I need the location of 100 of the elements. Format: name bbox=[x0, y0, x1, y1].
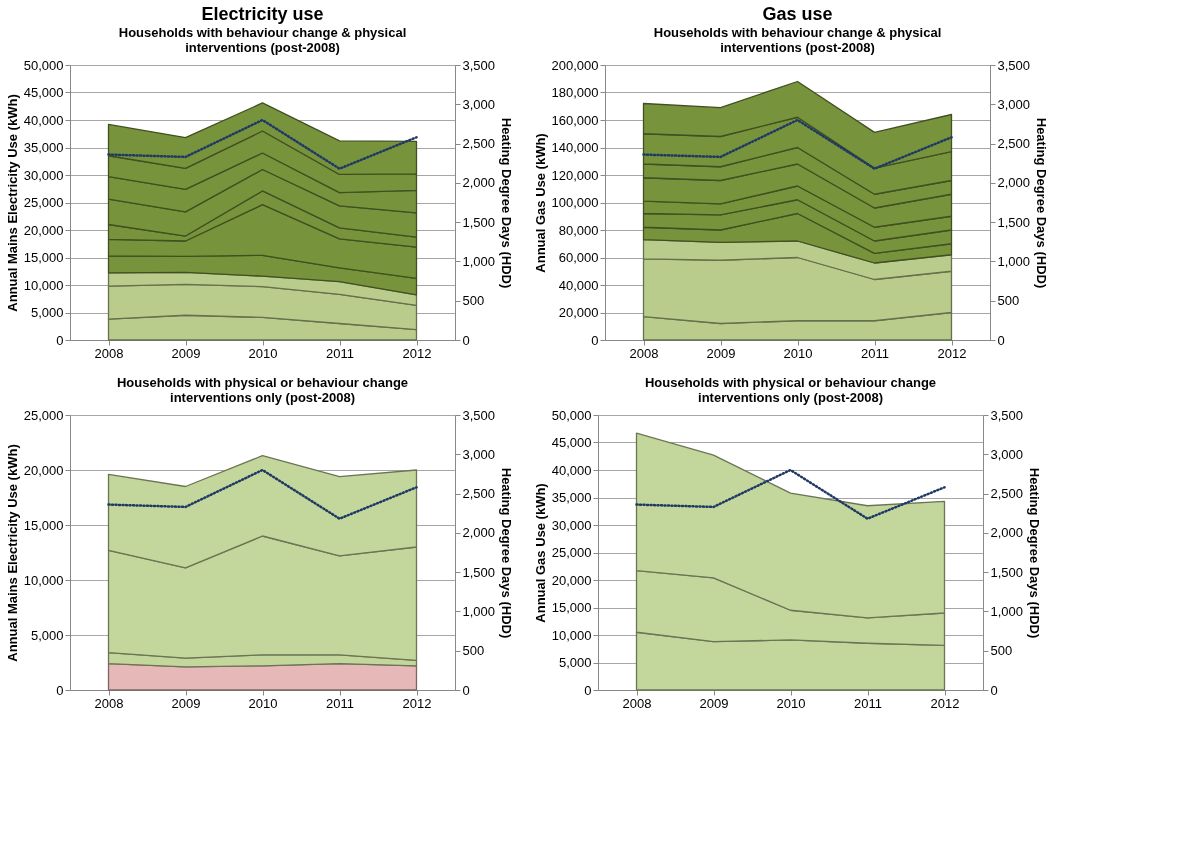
x-tick-label: 2012 bbox=[930, 695, 960, 711]
y2-tick-label: 1,500 bbox=[997, 214, 1031, 230]
y-tick-label: 20,000 bbox=[23, 222, 64, 238]
chart-title: Gas use bbox=[762, 4, 833, 24]
x-tick-label: 2011 bbox=[854, 695, 882, 711]
y2-tick-label: 3,000 bbox=[997, 96, 1031, 112]
y-tick-label: 80,000 bbox=[558, 222, 599, 238]
y-tick-label: 25,000 bbox=[551, 545, 592, 560]
y-tick-label: 35,000 bbox=[551, 490, 592, 505]
x-tick-label: 2008 bbox=[629, 345, 659, 361]
y2-tick-label: 3,000 bbox=[462, 446, 496, 462]
x-tick-label: 2012 bbox=[937, 345, 967, 361]
y2-tick-label: 3,500 bbox=[997, 57, 1031, 73]
y-tick-label: 25,000 bbox=[23, 195, 64, 210]
y2-tick-label: 1,000 bbox=[990, 603, 1024, 619]
y-tick-label: 60,000 bbox=[558, 250, 599, 265]
y-tick-label: 50,000 bbox=[23, 57, 64, 73]
y2-tick-label: 2,000 bbox=[462, 175, 496, 191]
y-tick-label: 140,000 bbox=[551, 140, 599, 155]
y-tick-label: 0 bbox=[591, 332, 599, 348]
y2-tick-label: 0 bbox=[990, 682, 998, 698]
y-tick-label: 20,000 bbox=[551, 572, 592, 588]
y2-tick-label: 0 bbox=[462, 332, 470, 348]
y2-tick-label: 1,000 bbox=[462, 253, 496, 269]
y-tick-label: 15,000 bbox=[551, 600, 592, 615]
y2-axis-title: Heating Degree Days (HDD) bbox=[1034, 117, 1050, 289]
x-tick-label: 2010 bbox=[783, 345, 813, 361]
y-tick-label: 200,000 bbox=[551, 57, 599, 73]
y-axis-title: Annual Mains Electricity Use (kWh) bbox=[4, 94, 20, 312]
y2-tick-label: 0 bbox=[997, 332, 1005, 348]
y-tick-label: 0 bbox=[56, 682, 64, 698]
y-tick-label: 5,000 bbox=[558, 655, 592, 670]
y2-tick-label: 1,500 bbox=[462, 564, 496, 580]
y-tick-label: 40,000 bbox=[558, 277, 599, 293]
y-tick-label: 10,000 bbox=[23, 572, 64, 588]
y-tick-label: 30,000 bbox=[551, 517, 592, 533]
y-tick-label: 120,000 bbox=[551, 167, 599, 183]
y-tick-label: 20,000 bbox=[558, 305, 599, 320]
line-series bbox=[107, 468, 418, 520]
x-tick-label: 2009 bbox=[699, 695, 729, 711]
y-axis-title: Annual Gas Use (kWh) bbox=[532, 483, 548, 623]
y2-tick-label: 3,500 bbox=[990, 407, 1024, 423]
y2-tick-label: 500 bbox=[462, 643, 485, 659]
y-tick-label: 10,000 bbox=[23, 277, 64, 293]
y-tick-label: 100,000 bbox=[551, 195, 599, 210]
y2-axis-title: Heating Degree Days (HDD) bbox=[499, 467, 515, 639]
y2-tick-label: 2,500 bbox=[462, 136, 496, 152]
y-tick-label: 25,000 bbox=[23, 407, 64, 423]
x-tick-label: 2011 bbox=[326, 695, 354, 711]
y2-tick-label: 3,000 bbox=[462, 96, 496, 112]
y2-axis-title: Heating Degree Days (HDD) bbox=[499, 117, 515, 289]
y-tick-label: 35,000 bbox=[23, 140, 64, 155]
chart-subtitle: Households with behaviour change & physical interventions (post-2008) bbox=[653, 25, 942, 55]
x-tick-label: 2008 bbox=[622, 695, 652, 711]
y2-tick-label: 3,000 bbox=[990, 446, 1024, 462]
y2-tick-label: 2,000 bbox=[990, 525, 1024, 541]
y2-tick-label: 2,500 bbox=[462, 486, 496, 502]
y-tick-label: 5,000 bbox=[30, 305, 64, 320]
chart-title: Households with physical or behaviour change interventions only (post-2008) bbox=[116, 375, 409, 405]
x-tick-label: 2012 bbox=[402, 345, 432, 361]
y-tick-label: 50,000 bbox=[551, 407, 592, 423]
y2-tick-label: 2,000 bbox=[462, 525, 496, 541]
x-tick-label: 2011 bbox=[326, 345, 354, 361]
y2-tick-label: 1,000 bbox=[997, 253, 1031, 269]
y2-tick-label: 500 bbox=[997, 293, 1020, 309]
chart-title: Electricity use bbox=[201, 4, 324, 24]
x-tick-label: 2010 bbox=[248, 345, 278, 361]
y2-axis-title: Heating Degree Days (HDD) bbox=[1027, 467, 1043, 639]
line-series bbox=[107, 118, 418, 170]
x-tick-label: 2009 bbox=[171, 345, 201, 361]
x-tick-label: 2010 bbox=[776, 695, 806, 711]
y2-tick-label: 1,500 bbox=[990, 564, 1024, 580]
x-tick-label: 2008 bbox=[94, 695, 124, 711]
x-tick-label: 2009 bbox=[706, 345, 736, 361]
y-tick-label: 45,000 bbox=[23, 85, 64, 100]
y2-tick-label: 1,500 bbox=[462, 214, 496, 230]
y2-tick-label: 2,000 bbox=[997, 175, 1031, 191]
y-tick-label: 5,000 bbox=[30, 627, 64, 643]
y-axis-title: Annual Gas Use (kWh) bbox=[532, 133, 548, 273]
y2-tick-label: 1,000 bbox=[462, 603, 496, 619]
y2-tick-label: 500 bbox=[462, 293, 485, 309]
x-tick-label: 2011 bbox=[861, 345, 889, 361]
x-tick-label: 2010 bbox=[248, 695, 278, 711]
x-tick-label: 2008 bbox=[94, 345, 124, 361]
y-tick-label: 0 bbox=[584, 682, 592, 698]
y-tick-label: 20,000 bbox=[23, 462, 64, 478]
y2-tick-label: 2,500 bbox=[990, 486, 1024, 502]
y-tick-label: 45,000 bbox=[551, 435, 592, 450]
x-tick-label: 2009 bbox=[171, 695, 201, 711]
y-tick-label: 0 bbox=[56, 332, 64, 348]
chart-subtitle: Households with behaviour change & physical interventions (post-2008) bbox=[118, 25, 407, 55]
y-tick-label: 40,000 bbox=[551, 462, 592, 478]
y2-tick-label: 3,500 bbox=[462, 57, 496, 73]
y-tick-label: 10,000 bbox=[551, 627, 592, 643]
y-tick-label: 15,000 bbox=[23, 250, 64, 265]
y-axis-title: Annual Mains Electricity Use (kWh) bbox=[4, 444, 20, 662]
y-tick-label: 30,000 bbox=[23, 167, 64, 183]
y2-tick-label: 3,500 bbox=[462, 407, 496, 423]
y-tick-label: 15,000 bbox=[23, 517, 64, 533]
line-series bbox=[642, 118, 953, 170]
